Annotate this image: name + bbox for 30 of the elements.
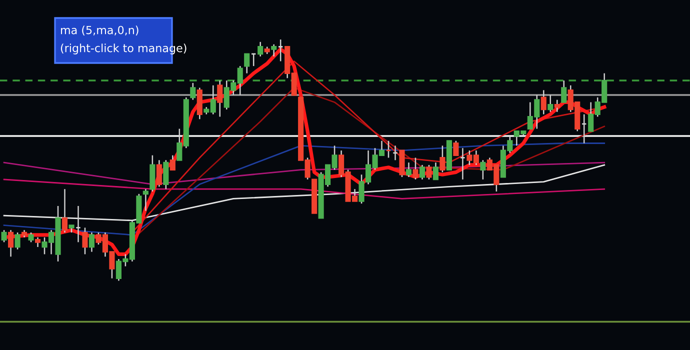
candlestick [14, 232, 20, 250]
candlestick [258, 41, 264, 58]
text: ma (5,ma,0,n) [61, 26, 138, 36]
candlestick [480, 160, 486, 180]
candlestick [156, 160, 162, 188]
candlestick [170, 154, 176, 170]
candlestick [244, 53, 250, 74]
candlestick [217, 80, 223, 118]
candlestick [163, 160, 169, 190]
candlestick [271, 44, 277, 58]
candlestick [440, 145, 446, 173]
candlestick [8, 229, 14, 258]
candlestick [561, 80, 567, 103]
candlestick [554, 99, 560, 113]
candlestick [412, 157, 418, 180]
candlestick [453, 140, 459, 156]
candlestick [426, 164, 432, 180]
candlestick [548, 94, 554, 113]
candlestick [88, 232, 95, 252]
candlestick [540, 90, 546, 115]
candlestick [190, 82, 196, 100]
candlestick [142, 188, 148, 212]
candlestick [28, 232, 34, 243]
candlestick [432, 162, 439, 180]
candlestick [82, 227, 88, 255]
candlestick [34, 236, 41, 248]
candlestick [406, 162, 412, 178]
candlestick [419, 164, 426, 180]
candlestick [62, 188, 68, 234]
candlestick [1, 229, 7, 243]
